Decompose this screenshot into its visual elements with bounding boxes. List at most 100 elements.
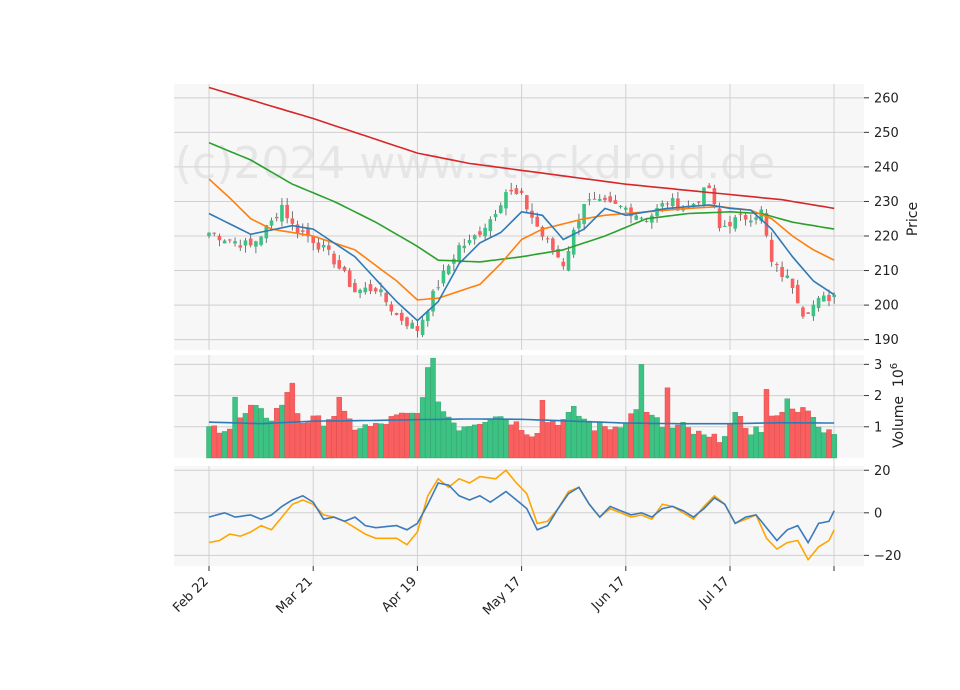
volume-bar	[399, 412, 405, 459]
volume-bar	[789, 408, 796, 459]
candle-body	[790, 278, 795, 289]
candle-body	[436, 287, 441, 289]
volume-bar	[675, 424, 681, 459]
volume-bar	[560, 419, 566, 459]
volume-bar	[315, 415, 322, 459]
candle-body	[379, 289, 383, 293]
candle-body	[806, 312, 810, 314]
candle-body	[832, 294, 836, 298]
x-tick-label: Jun 17	[588, 574, 628, 614]
x-tick-label: Mar 21	[273, 574, 316, 617]
candle-body	[670, 198, 675, 207]
candle-body	[462, 245, 467, 249]
volume-bar	[227, 428, 233, 459]
volume-bar	[268, 420, 275, 459]
volume-exponent-power: 6	[889, 363, 900, 369]
volume-bar	[550, 420, 556, 459]
volume-bar	[800, 407, 806, 459]
candle-body	[696, 201, 701, 203]
candle-body	[415, 326, 420, 331]
candle-body	[274, 216, 279, 219]
candle-body	[420, 319, 425, 335]
candle-body	[691, 203, 696, 206]
volume-bar	[518, 430, 525, 459]
volume-bar	[487, 419, 494, 459]
volume-axis-label: Volume	[891, 396, 907, 448]
candle-body	[394, 312, 399, 315]
candle-body	[488, 219, 493, 232]
ma-blue-line	[208, 204, 835, 322]
volume-bar	[425, 367, 431, 459]
volume-bar	[581, 418, 587, 459]
volume-bar	[685, 427, 692, 459]
candle-body	[207, 232, 211, 237]
candle-body	[592, 198, 597, 200]
candle-body	[650, 215, 654, 223]
volume-bar	[305, 422, 311, 459]
volume-bar	[409, 412, 415, 459]
candle-body	[498, 205, 503, 214]
volume-bar	[320, 425, 327, 459]
volume-bar	[544, 422, 551, 459]
candle-body	[504, 192, 508, 209]
volume-bar	[529, 436, 535, 459]
volume-bar	[279, 404, 285, 459]
volume-bar	[722, 436, 728, 459]
volume-bar	[503, 420, 509, 459]
volume-bar	[524, 434, 530, 459]
volume-bar	[326, 419, 332, 459]
candle-body	[821, 295, 826, 302]
candle-body	[556, 248, 560, 258]
volume-bar	[357, 428, 363, 459]
volume-bar	[628, 413, 634, 459]
candle-body	[603, 197, 607, 201]
candle-body	[827, 294, 831, 301]
price-tick-label: 240	[874, 160, 899, 175]
volume-bar	[659, 427, 665, 459]
volume-bar	[654, 417, 660, 459]
volume-bar	[232, 396, 238, 459]
candle-body	[316, 242, 321, 250]
candle-body	[655, 208, 659, 216]
candle-body	[733, 217, 738, 229]
candle-body	[634, 215, 639, 220]
candle-body	[332, 253, 336, 265]
ma-red-line	[208, 86, 835, 210]
candle-body	[795, 284, 800, 304]
candle-body	[426, 311, 430, 322]
candle-body	[629, 207, 633, 217]
candle-body	[295, 224, 300, 233]
volume-bar	[419, 397, 426, 459]
volume-bar	[466, 426, 473, 459]
volume-average-line	[208, 418, 835, 425]
candle-body	[311, 236, 315, 244]
candle-body	[238, 245, 243, 248]
candle-body	[373, 288, 378, 292]
candle-body	[483, 227, 487, 237]
price-tick-label: 260	[874, 91, 899, 106]
candle-body	[712, 188, 717, 205]
candle-body	[212, 232, 217, 234]
volume-bar	[221, 431, 228, 459]
candle-body	[769, 239, 774, 262]
candle-body	[816, 297, 821, 308]
candle-body	[431, 290, 435, 312]
volume-bar	[362, 424, 368, 459]
volume-bars	[206, 357, 837, 459]
price-panel	[174, 84, 864, 350]
volume-exponent-label: 106	[889, 363, 907, 387]
volume-bar	[711, 433, 718, 459]
volume-bar	[779, 412, 785, 459]
candle-body	[337, 260, 342, 269]
volume-bar	[669, 427, 676, 459]
osc-tick-label: 20	[874, 464, 891, 479]
volume-bar	[253, 405, 259, 459]
candle-body	[540, 226, 545, 237]
candle-body	[613, 200, 618, 204]
volume-bar	[482, 422, 488, 459]
volume-bar	[367, 425, 374, 459]
candle-body	[306, 227, 310, 237]
candle-body	[801, 307, 805, 317]
volume-bar	[565, 411, 572, 459]
